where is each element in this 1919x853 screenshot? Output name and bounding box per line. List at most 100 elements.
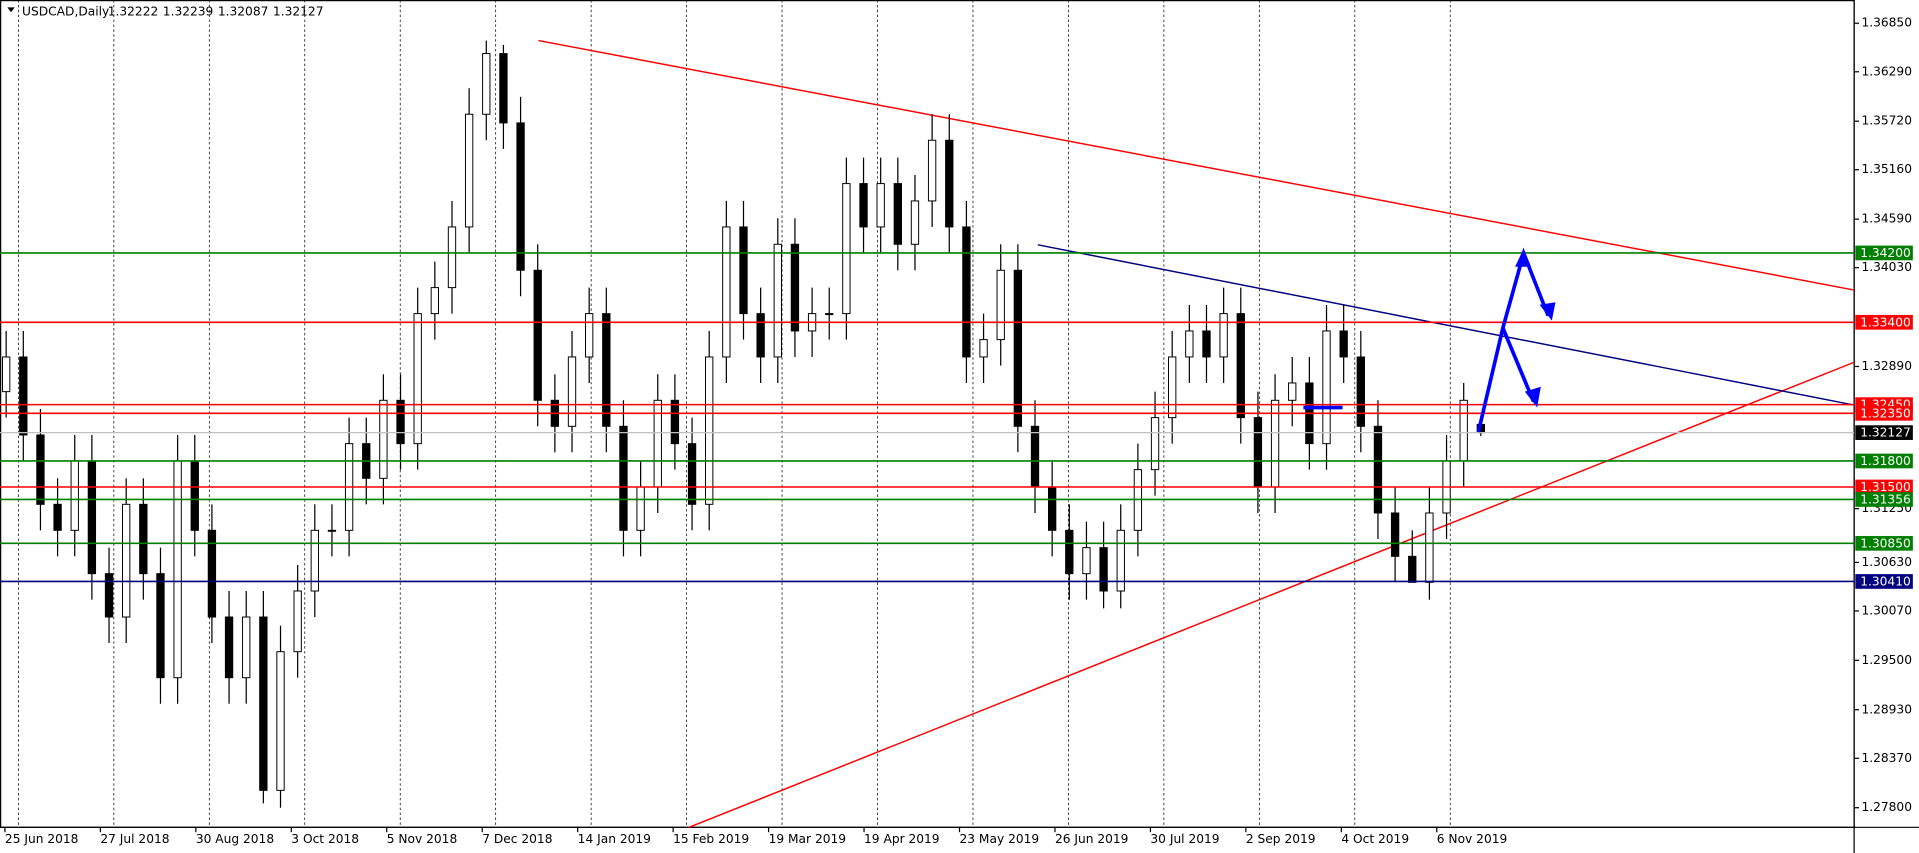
x-tick-label: 15 Feb 2019 — [673, 832, 749, 846]
candle-body — [19, 356, 28, 436]
candle-body — [396, 399, 405, 445]
x-tick-label: 3 Oct 2018 — [291, 832, 359, 846]
y-tick-label: 1.35160 — [1861, 162, 1912, 176]
candle-body — [687, 443, 697, 505]
candle-body — [379, 399, 388, 479]
candle-body — [945, 139, 954, 228]
candle-body — [1253, 417, 1263, 488]
x-tick-label: 7 Dec 2018 — [482, 832, 552, 846]
y-tick-label: 1.29500 — [1861, 653, 1912, 667]
candle-body — [156, 573, 165, 679]
candle-body — [893, 183, 902, 245]
x-tick-label: 30 Jul 2019 — [1150, 832, 1219, 846]
candle-body — [104, 573, 114, 618]
candle-body — [70, 460, 79, 531]
candle-body — [739, 226, 748, 315]
candle-body — [53, 503, 62, 531]
candle-body — [190, 460, 199, 531]
candle-body — [327, 529, 337, 532]
candle-body — [876, 183, 885, 228]
candle-body — [259, 616, 268, 791]
candle-body — [1390, 512, 1400, 557]
menu-arrow[interactable] — [7, 7, 15, 13]
level-label: 1.31356 — [1860, 493, 1911, 507]
x-tick-label: 30 Aug 2018 — [196, 832, 274, 846]
level-label-box — [1855, 574, 1913, 589]
projection-arrow — [1539, 302, 1556, 321]
candle-body — [293, 590, 302, 653]
candle-body — [1, 356, 11, 393]
candle-body — [979, 339, 988, 358]
candle-body — [516, 122, 525, 271]
candle-body — [173, 460, 182, 679]
y-tick-label: 1.28370 — [1861, 751, 1912, 765]
candle-body — [1168, 356, 1177, 419]
candle-body — [1116, 529, 1125, 592]
projection-arrow — [1501, 327, 1536, 403]
level-label: 1.32127 — [1860, 426, 1911, 440]
candle-body — [927, 139, 937, 202]
candle-body — [585, 313, 594, 358]
candle-body — [1099, 547, 1108, 592]
level-label-box — [1855, 535, 1913, 551]
candle-body — [842, 183, 851, 315]
candle-body — [1185, 330, 1194, 358]
candle-body — [464, 113, 474, 228]
candle-body — [1425, 512, 1434, 583]
x-tick-label: 25 Jun 2018 — [5, 832, 79, 846]
candle-body — [619, 425, 628, 531]
level-label-box — [1855, 425, 1913, 440]
projection-arrow — [1524, 386, 1541, 408]
candle-body — [670, 399, 680, 445]
header-price: 1.32087 — [218, 5, 269, 19]
level-label-box — [1855, 492, 1913, 507]
header-price: 1.32127 — [273, 5, 324, 19]
level-label-box — [1855, 405, 1913, 421]
candle-body — [310, 529, 319, 592]
candle-body — [962, 226, 971, 358]
candle-body — [139, 503, 148, 575]
candle-body — [1202, 330, 1211, 358]
candle-body — [859, 183, 868, 228]
x-tick-label: 2 Sep 2019 — [1246, 832, 1316, 846]
candle-body — [1030, 425, 1040, 488]
trend-line — [1037, 244, 1855, 406]
level-label-box — [1855, 314, 1913, 330]
projection-arrow — [1515, 248, 1532, 267]
header-price: 1.32222 — [108, 5, 159, 19]
candle-body — [1459, 399, 1468, 462]
candle-body — [602, 313, 611, 427]
candle-body — [705, 356, 714, 505]
y-tick-label: 1.27800 — [1861, 800, 1912, 814]
candle-body — [87, 460, 97, 575]
y-tick-label: 1.36290 — [1861, 64, 1912, 78]
candle-body — [413, 313, 422, 445]
x-tick-label: 19 Apr 2019 — [864, 832, 940, 846]
level-label: 1.31500 — [1860, 480, 1911, 494]
candle-body — [1219, 313, 1228, 358]
candle-body — [122, 503, 131, 618]
candle-body — [722, 226, 731, 358]
candle-body — [224, 616, 234, 679]
x-tick-label: 4 Oct 2019 — [1341, 832, 1409, 846]
header-price: 1.32239 — [163, 5, 214, 19]
candle-body — [1013, 269, 1023, 427]
level-label: 1.34200 — [1860, 246, 1911, 260]
level-label: 1.30850 — [1860, 536, 1911, 550]
candle-body — [1408, 555, 1417, 583]
candle-body — [1339, 330, 1348, 358]
candle-body — [447, 226, 457, 289]
x-tick-label: 27 Jul 2018 — [100, 832, 169, 846]
x-tick-label: 14 Jan 2019 — [578, 832, 651, 846]
candle-body — [36, 434, 45, 505]
candle-body — [636, 486, 645, 531]
candle-body — [1373, 425, 1383, 514]
level-label-box — [1855, 479, 1913, 495]
y-tick-label: 1.32890 — [1861, 359, 1912, 373]
trend-line — [688, 361, 1855, 828]
candle-body — [242, 616, 251, 679]
level-label: 1.32350 — [1860, 406, 1911, 420]
candle-body — [499, 53, 508, 124]
